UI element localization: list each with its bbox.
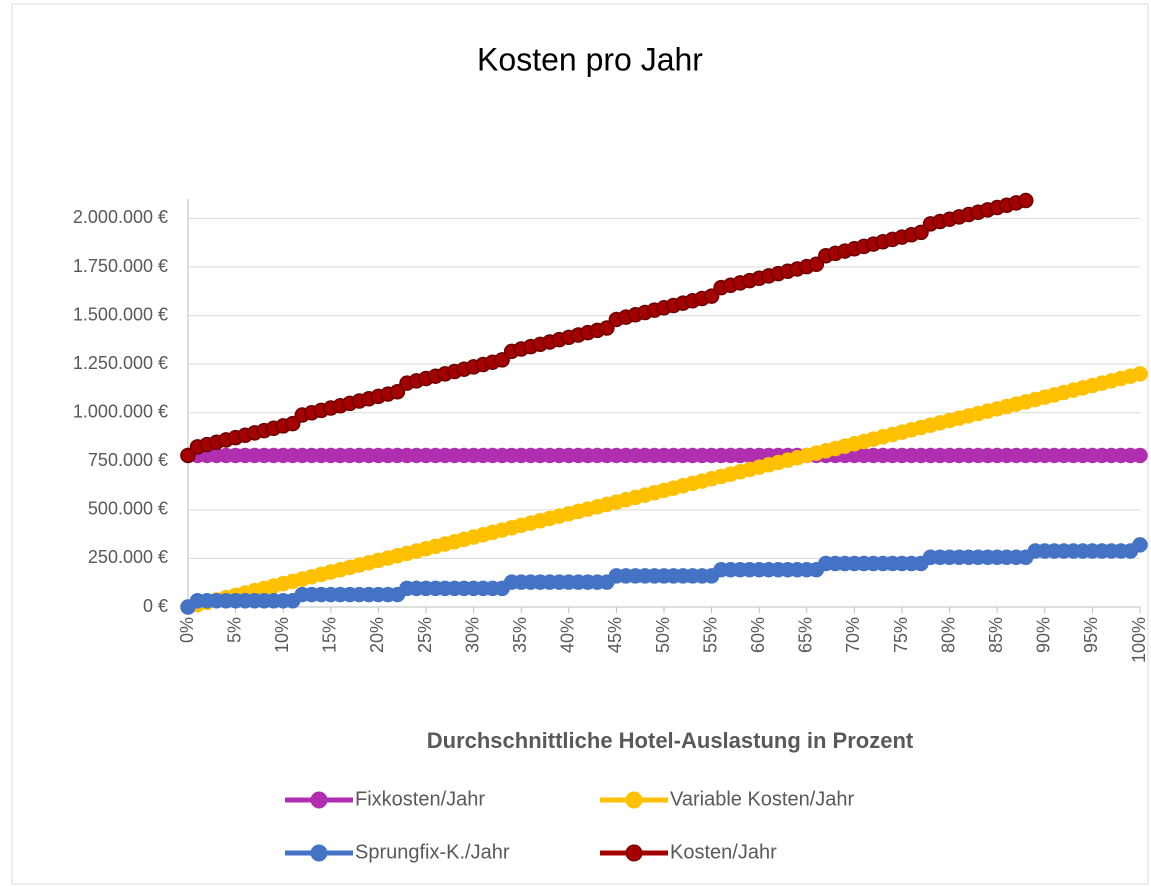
data-point xyxy=(1132,366,1148,382)
x-tick-label: 60% xyxy=(748,617,768,653)
legend-label: Fixkosten/Jahr xyxy=(355,788,485,810)
data-point xyxy=(1132,447,1148,464)
x-tick-label: 85% xyxy=(986,617,1006,653)
x-tick-label: 40% xyxy=(558,617,578,653)
x-tick-label: 50% xyxy=(653,617,673,653)
x-tick-label: 30% xyxy=(462,617,482,653)
x-tick-label: 75% xyxy=(891,617,911,653)
x-tick-label: 0% xyxy=(177,617,197,643)
y-tick-label: 500.000 € xyxy=(88,499,168,519)
data-point xyxy=(494,352,510,368)
x-tick-label: 70% xyxy=(843,617,863,653)
x-tick-label: 35% xyxy=(510,617,530,653)
data-point xyxy=(1132,537,1148,553)
x-tick-label: 90% xyxy=(1034,617,1054,653)
x-tick-label: 10% xyxy=(272,617,292,653)
data-point xyxy=(599,320,615,336)
legend-marker xyxy=(625,844,643,862)
data-point xyxy=(1018,192,1034,209)
x-tick-label: 80% xyxy=(938,617,958,653)
data-point xyxy=(808,256,825,273)
legend-marker xyxy=(625,791,643,809)
x-tick-label: 95% xyxy=(1081,617,1101,653)
x-tick-label: 45% xyxy=(605,617,625,653)
y-tick-label: 750.000 € xyxy=(88,450,168,470)
data-point xyxy=(389,383,406,400)
y-tick-label: 250.000 € xyxy=(88,547,168,567)
y-tick-label: 0 € xyxy=(143,596,168,616)
data-point xyxy=(913,224,929,241)
y-tick-label: 1.750.000 € xyxy=(73,256,168,276)
y-tick-label: 2.000.000 € xyxy=(73,207,168,227)
x-tick-label: 55% xyxy=(700,617,720,653)
y-tick-label: 1.000.000 € xyxy=(73,401,168,421)
x-tick-label: 25% xyxy=(415,617,435,653)
legend-label: Variable Kosten/Jahr xyxy=(670,788,855,810)
x-tick-label: 5% xyxy=(224,617,244,643)
data-point xyxy=(284,415,301,432)
y-tick-label: 1.250.000 € xyxy=(73,353,168,373)
x-tick-label: 100% xyxy=(1129,617,1149,663)
x-axis-title: Durchschnittliche Hotel-Auslastung in Pr… xyxy=(427,728,914,753)
legend-marker xyxy=(310,844,328,862)
chart-title: Kosten pro Jahr xyxy=(477,41,703,77)
legend-marker xyxy=(310,791,328,809)
x-tick-label: 20% xyxy=(367,617,387,653)
x-tick-label: 65% xyxy=(796,617,816,653)
y-tick-label: 1.500.000 € xyxy=(73,304,168,324)
legend-label: Sprungfix-K./Jahr xyxy=(355,841,510,863)
x-tick-label: 15% xyxy=(320,617,340,653)
data-point xyxy=(180,447,196,464)
legend-label: Kosten/Jahr xyxy=(670,841,777,863)
data-point xyxy=(703,288,720,304)
